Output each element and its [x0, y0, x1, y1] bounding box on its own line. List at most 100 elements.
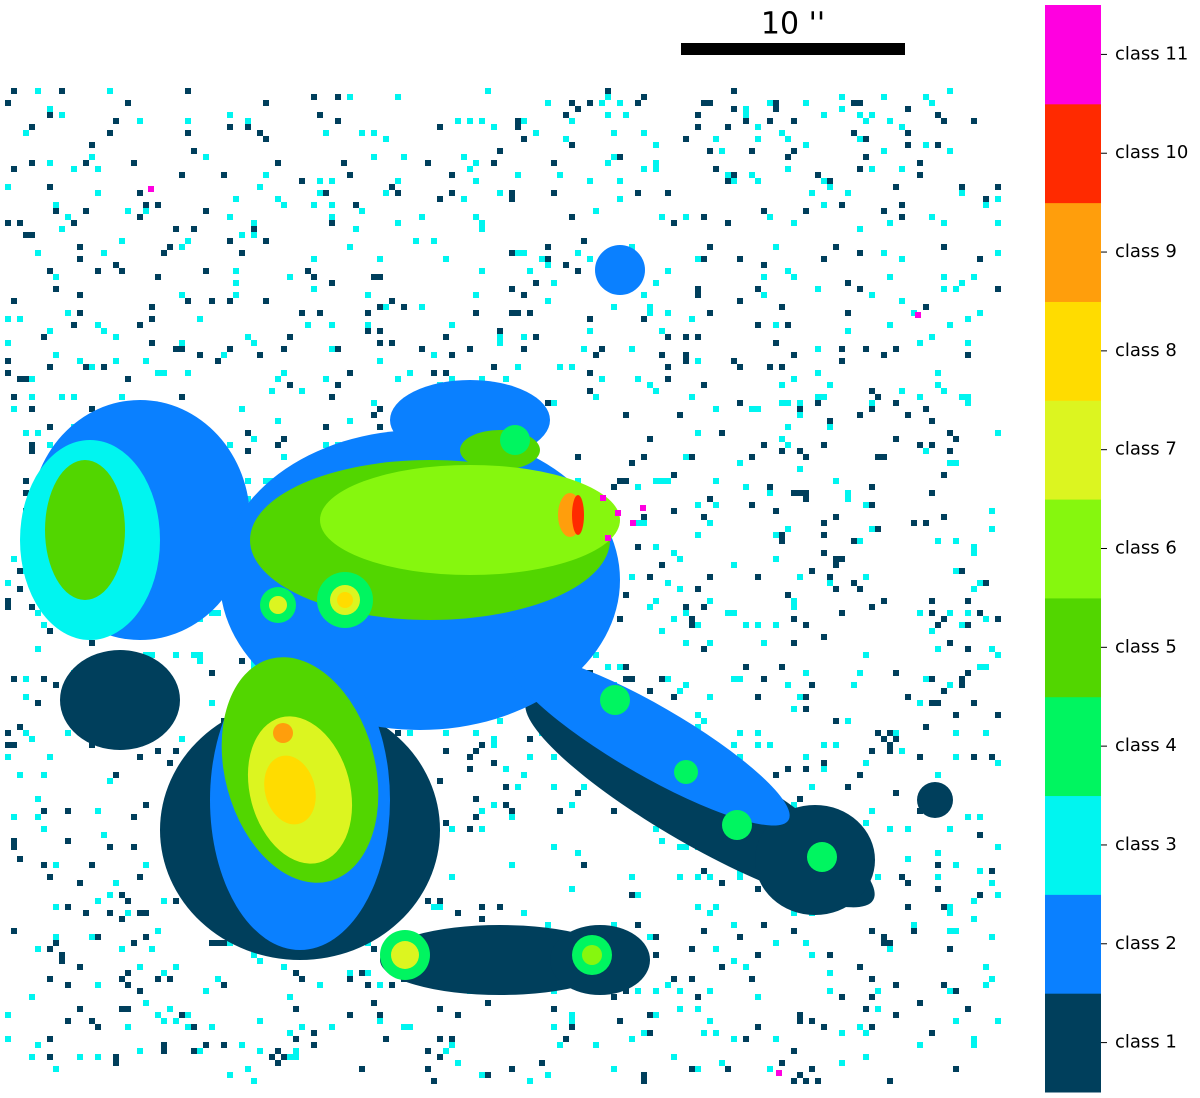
map-pixel — [707, 574, 713, 580]
map-pixel — [497, 148, 503, 154]
map-pixel — [473, 310, 479, 316]
map-pixel — [545, 298, 551, 304]
map-pixel — [119, 946, 125, 952]
map-pixel — [923, 448, 929, 454]
colorbar-swatch — [1045, 894, 1101, 994]
map-pixel — [755, 994, 761, 1000]
colorbar-label: class 9 — [1115, 241, 1177, 262]
colorbar-swatch — [1045, 499, 1101, 599]
map-pixel — [125, 100, 131, 106]
map-pixel — [833, 244, 839, 250]
map-pixel — [143, 862, 149, 868]
map-pixel — [29, 406, 35, 412]
map-pixel — [185, 370, 191, 376]
map-pixel — [455, 1060, 461, 1066]
map-pixel — [539, 256, 545, 262]
map-pixel — [629, 1036, 635, 1042]
map-pixel — [647, 310, 653, 316]
map-pixel — [965, 646, 971, 652]
map-pixel — [635, 376, 641, 382]
map-pixel — [797, 796, 803, 802]
map-pixel — [59, 394, 65, 400]
map-pixel — [755, 124, 761, 130]
map-pixel — [719, 964, 725, 970]
map-pixel — [89, 1018, 95, 1024]
map-pixel — [71, 394, 77, 400]
map-pixel — [809, 1066, 815, 1072]
map-pixel — [377, 406, 383, 412]
map-pixel — [11, 742, 17, 748]
map-pixel — [995, 844, 1001, 850]
map-pixel — [917, 754, 923, 760]
map-pixel — [959, 190, 965, 196]
map-pixel — [113, 1060, 119, 1066]
map-pixel — [95, 322, 101, 328]
map-pixel — [5, 370, 11, 376]
map-pixel — [101, 832, 107, 838]
map-pixel — [731, 676, 737, 682]
map-pixel — [65, 904, 71, 910]
map-pixel — [509, 190, 515, 196]
map-pixel — [743, 964, 749, 970]
map-pixel — [767, 742, 773, 748]
map-pixel — [281, 370, 287, 376]
map-pixel — [377, 304, 383, 310]
map-pixel — [485, 1000, 491, 1006]
map-pixel — [653, 934, 659, 940]
map-pixel — [881, 598, 887, 604]
map-pixel — [791, 616, 797, 622]
map-pixel — [785, 136, 791, 142]
map-pixel — [899, 388, 905, 394]
map-pixel — [161, 250, 167, 256]
map-pixel — [23, 232, 29, 238]
map-pixel — [659, 352, 665, 358]
map-pixel — [227, 442, 233, 448]
map-pixel — [983, 964, 989, 970]
map-pixel — [551, 784, 557, 790]
map-pixel — [989, 934, 995, 940]
map-pixel — [227, 214, 233, 220]
map-pixel — [311, 286, 317, 292]
map-pixel — [929, 610, 935, 616]
map-pixel — [845, 328, 851, 334]
map-pixel — [797, 1018, 803, 1024]
map-pixel — [47, 424, 53, 430]
map-pixel — [227, 238, 233, 244]
map-pixel — [593, 352, 599, 358]
map-pixel — [887, 1078, 893, 1084]
map-pixel — [905, 142, 911, 148]
map-pixel — [629, 244, 635, 250]
map-pixel — [575, 790, 581, 796]
map-pixel — [329, 214, 335, 220]
map-pixel — [749, 976, 755, 982]
map-pixel — [197, 316, 203, 322]
map-pixel — [11, 394, 17, 400]
map-pixel — [107, 130, 113, 136]
map-pixel — [113, 118, 119, 124]
map-pixel — [971, 916, 977, 922]
map-pixel — [5, 316, 11, 322]
map-pixel — [995, 196, 1001, 202]
map-pixel — [191, 148, 197, 154]
map-pixel — [623, 988, 629, 994]
map-pixel — [953, 436, 959, 442]
map-pixel — [5, 754, 11, 760]
map-pixel — [953, 730, 959, 736]
map-pixel — [107, 778, 113, 784]
map-pixel — [857, 538, 863, 544]
map-pixel — [5, 100, 11, 106]
map-region — [269, 596, 287, 614]
map-pixel — [155, 748, 161, 754]
map-pixel — [173, 652, 179, 658]
map-pixel — [581, 238, 587, 244]
map-pixel — [875, 730, 881, 736]
map-pixel — [35, 610, 41, 616]
map-region — [917, 782, 953, 818]
map-pixel — [11, 838, 17, 844]
map-pixel — [287, 382, 293, 388]
map-pixel — [161, 1042, 167, 1048]
map-pixel — [245, 430, 251, 436]
map-pixel — [767, 118, 773, 124]
map-pixel — [509, 808, 515, 814]
map-pixel — [881, 250, 887, 256]
